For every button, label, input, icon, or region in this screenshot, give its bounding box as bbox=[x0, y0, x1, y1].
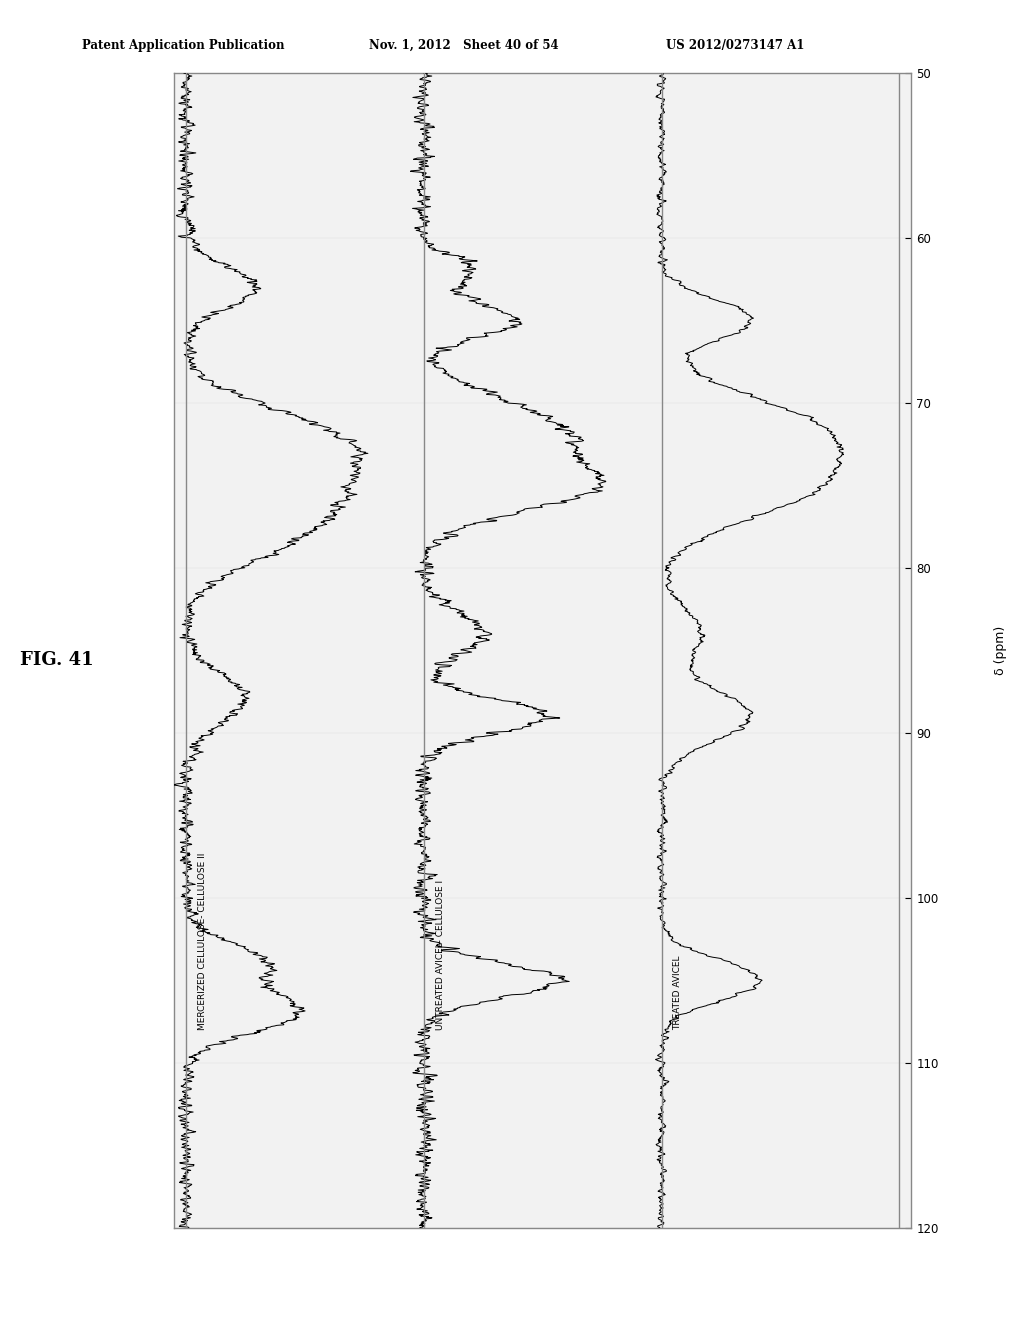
Text: Nov. 1, 2012   Sheet 40 of 54: Nov. 1, 2012 Sheet 40 of 54 bbox=[369, 38, 558, 51]
Text: Patent Application Publication: Patent Application Publication bbox=[82, 38, 285, 51]
Text: TREATED AVICEL: TREATED AVICEL bbox=[674, 956, 683, 1030]
Text: US 2012/0273147 A1: US 2012/0273147 A1 bbox=[666, 38, 804, 51]
Text: FIG. 41: FIG. 41 bbox=[19, 651, 93, 669]
Text: MERCERIZED CELLULOSE- CELLULOSE II: MERCERIZED CELLULOSE- CELLULOSE II bbox=[198, 853, 207, 1030]
Text: UNTREATED AVICEL- CELLULOSE I: UNTREATED AVICEL- CELLULOSE I bbox=[435, 879, 444, 1030]
Y-axis label: δ (ppm): δ (ppm) bbox=[994, 626, 1008, 675]
